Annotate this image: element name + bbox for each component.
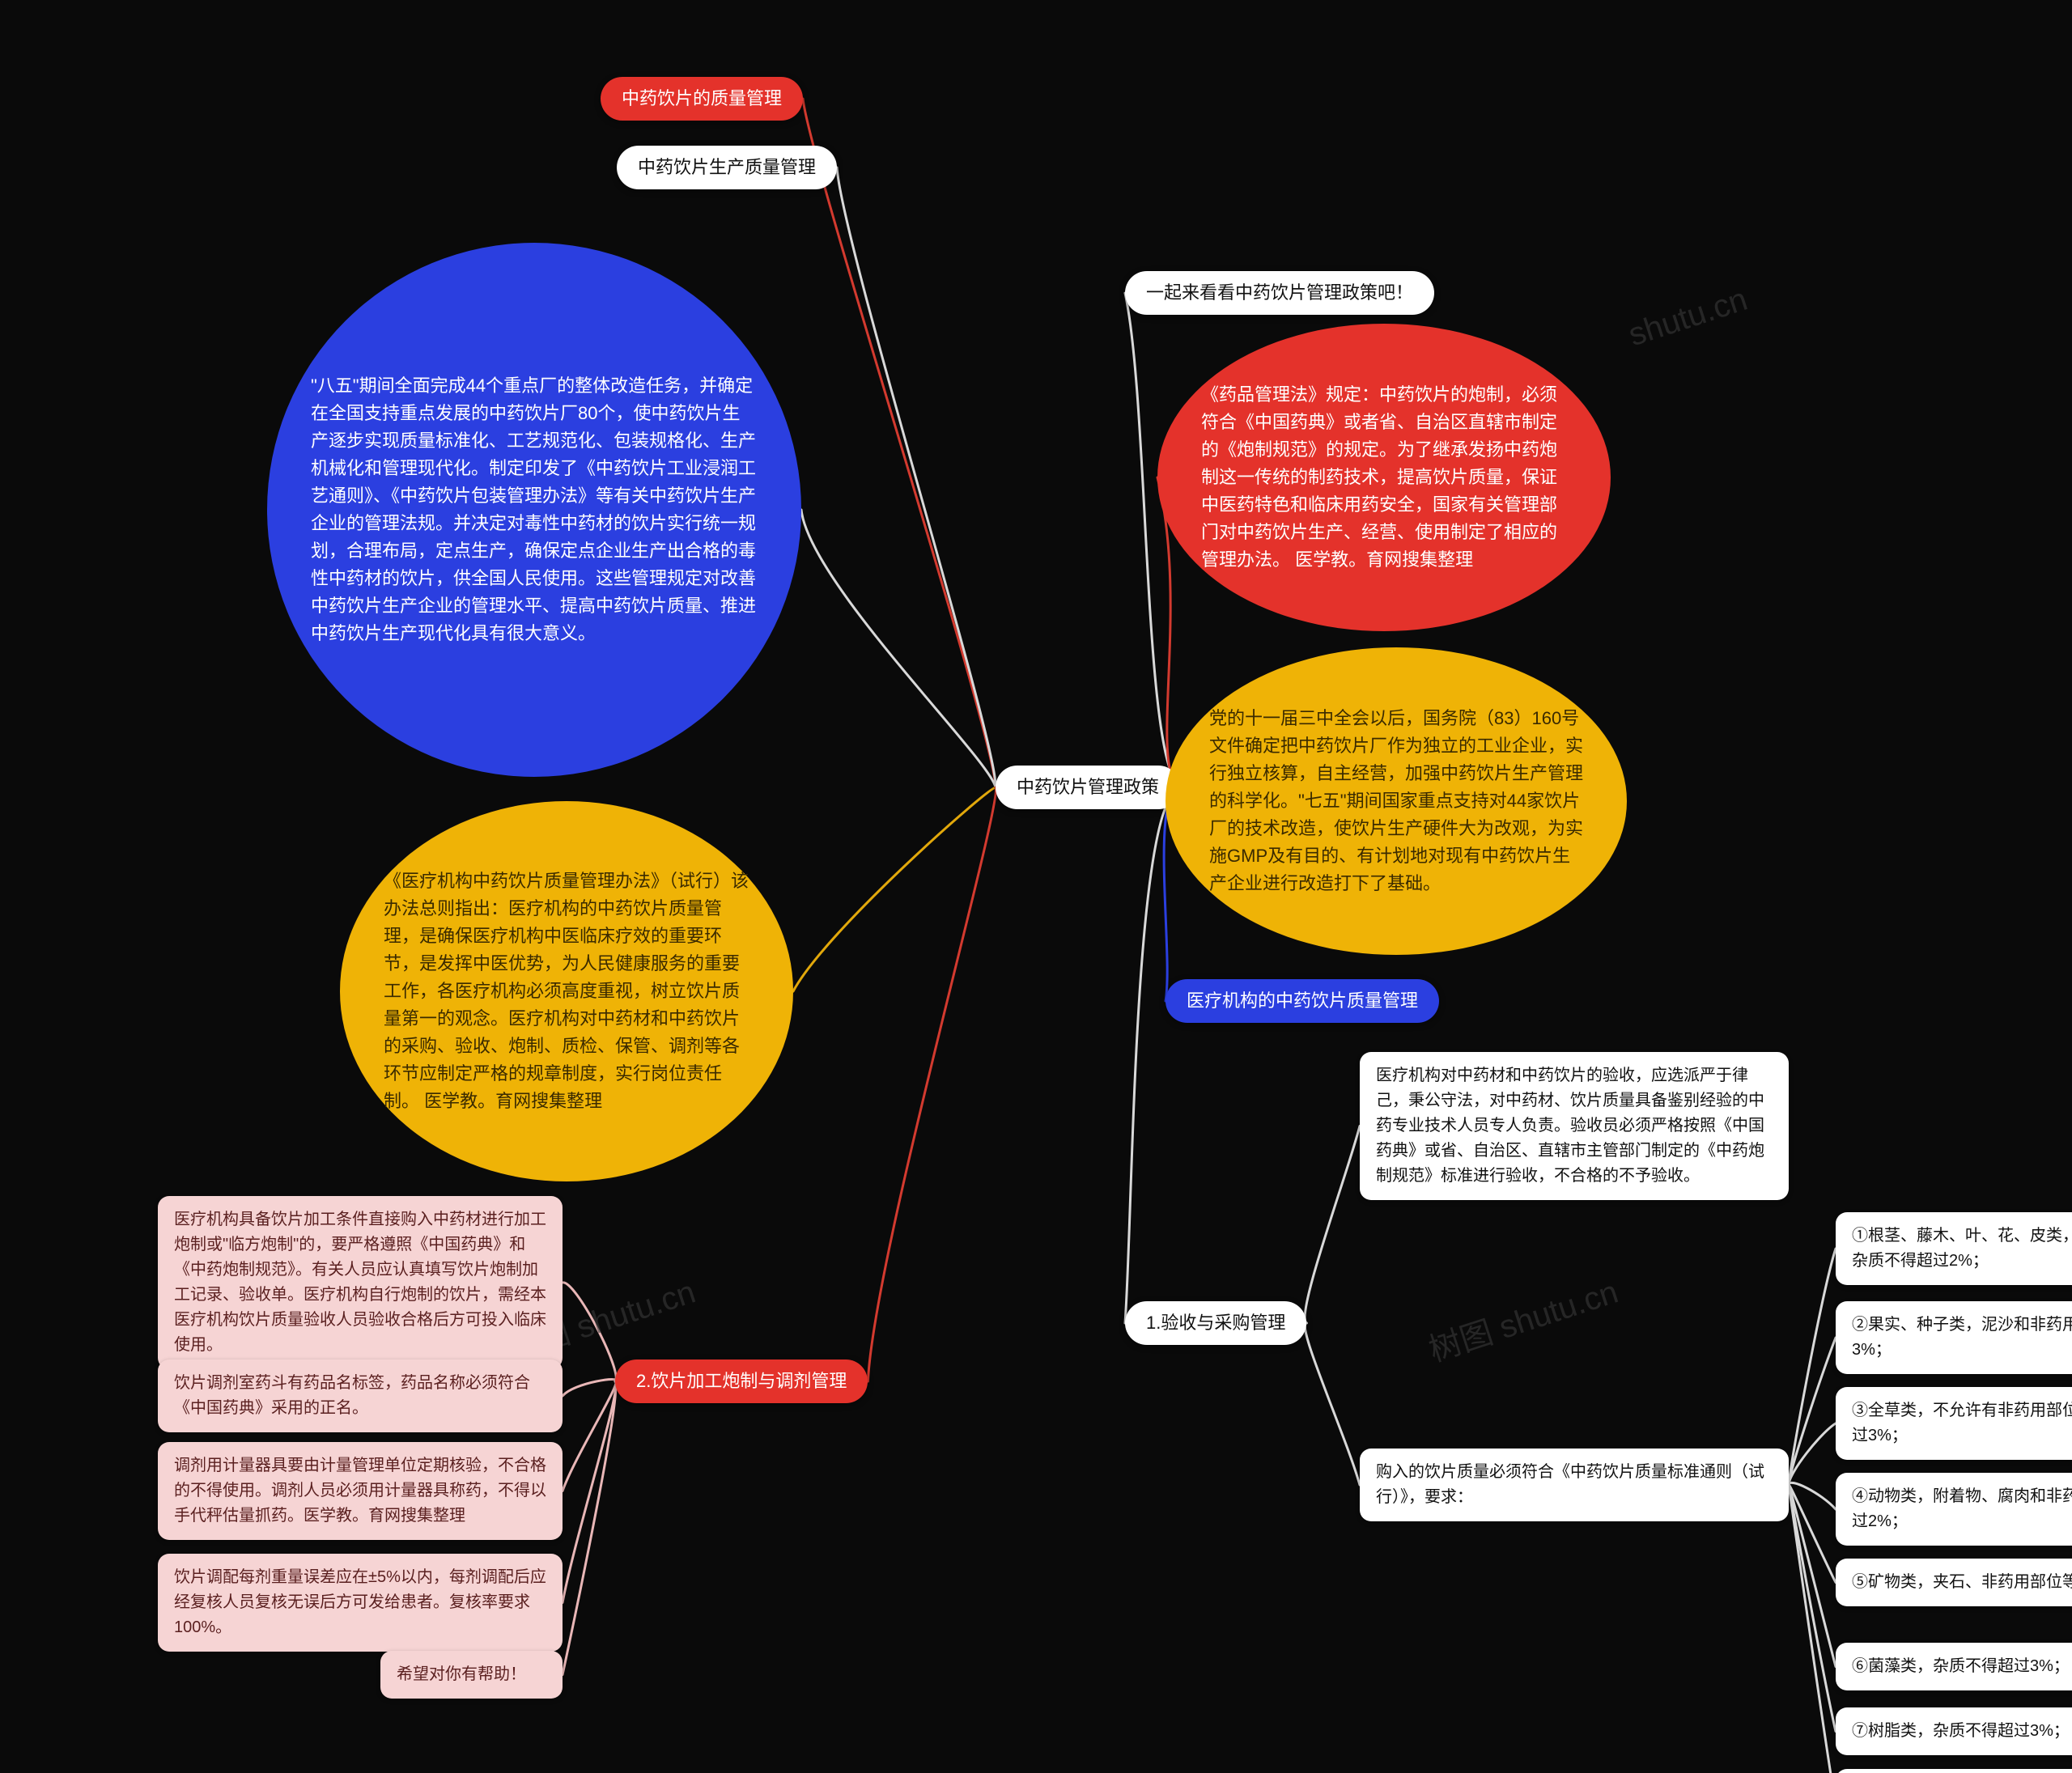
edge [563,1379,616,1396]
node-text: ③全草类，不允许有非药用部位，泥沙等杂质不得超过3%； [1852,1402,2072,1444]
node-text: ⑤矿物类，夹石、非药用部位等杂质不得超过2%； [1852,1573,2072,1591]
edge [1305,1323,1360,1485]
edge [1789,1423,1836,1485]
edge [801,510,996,787]
node-n_s1_top[interactable]: 医疗机构对中药材和中药饮片的验收，应选派严于律己，秉公守法，对中药材、饮片质量具… [1360,1052,1789,1200]
node-text: 医疗机构对中药材和中药饮片的验收，应选派严于律己，秉公守法，对中药材、饮片质量具… [1376,1067,1764,1185]
watermark: 树图 shutu.cn [1422,1266,1623,1371]
edge [837,168,996,787]
node-n_r7[interactable]: ⑦树脂类，杂质不得超过3%； [1836,1707,2072,1755]
node-n_intro[interactable]: 一起来看看中药饮片管理政策吧！ [1125,271,1434,315]
node-n_r3[interactable]: ③全草类，不允许有非药用部位，泥沙等杂质不得超过3%； [1836,1387,2072,1460]
edge [1789,1485,1836,1583]
node-n_s1_buy[interactable]: 购入的饮片质量必须符合《中药饮片质量标准通则（试行）》，要求： [1360,1449,1789,1521]
edge [1125,293,1180,787]
node-n_r5[interactable]: ⑤矿物类，夹石、非药用部位等杂质不得超过2%； [1836,1559,2072,1606]
node-n_red_top[interactable]: 中药饮片的质量管理 [601,77,803,121]
node-n_s2_d[interactable]: 饮片调配每剂重量误差应在±5%以内，每剂调配后应经复核人员复核无误后方可发给患者… [158,1554,563,1652]
edge [1789,1249,1836,1485]
node-text: ④动物类，附着物、腐肉和非药用部位等杂质不得超过2%； [1852,1487,2072,1530]
edge [1789,1485,1836,1773]
edge [563,1283,616,1381]
node-text: 购入的饮片质量必须符合《中药饮片质量标准通则（试行）》，要求： [1376,1463,1764,1506]
node-n_white_top[interactable]: 中药饮片生产质量管理 [617,146,837,189]
node-n_s2_c[interactable]: 调剂用计量器具要由计量管理单位定期核验，不合格的不得使用。调剂人员必须用计量器具… [158,1442,563,1540]
node-text: 中药饮片生产质量管理 [638,157,816,177]
edge [1789,1485,1836,1667]
node-n_yellow_big[interactable]: 党的十一届三中全会以后，国务院（83）160号文件确定把中药饮片厂作为独立的工业… [1166,647,1627,955]
node-n_s2_e[interactable]: 希望对你有帮助！ [380,1651,563,1699]
node-n_red_big[interactable]: 《药品管理法》规定：中药饮片的炮制，必须符合《中国药典》或者省、自治区直辖市制定… [1157,324,1611,631]
node-text: 调剂用计量器具要由计量管理单位定期核验，不合格的不得使用。调剂人员必须用计量器具… [174,1457,546,1525]
node-text: 医疗机构具备饮片加工条件直接购入中药材进行加工炮制或"临方炮制"的，要严格遵照《… [174,1211,546,1354]
edge [1305,1126,1360,1324]
edge [803,99,996,787]
center-label: 中药饮片管理政策 [1017,777,1159,797]
edge [793,787,996,991]
edge [1789,1482,1836,1509]
node-n_yellow_left[interactable]: 《医疗机构中药饮片质量管理办法》（试行）该办法总则指出：医疗机构的中药饮片质量管… [340,801,793,1181]
node-text: 一起来看看中药饮片管理政策吧！ [1146,282,1413,303]
node-text: 中药饮片的质量管理 [622,88,782,108]
center-topic[interactable]: 中药饮片管理政策 [996,766,1180,809]
node-text: ⑦树脂类，杂质不得超过3%； [1852,1722,2070,1740]
node-text: "八五"期间全面完成44个重点厂的整体改造任务，并确定在全国支持重点发展的中药饮… [311,372,758,648]
node-n_s2_a[interactable]: 医疗机构具备饮片加工条件直接购入中药材进行加工炮制或"临方炮制"的，要严格遵照《… [158,1196,563,1369]
edge [563,1381,616,1491]
node-text: ①根茎、藤木、叶、花、皮类，泥沙和非药用部位等杂质不得超过2%； [1852,1227,2072,1270]
node-n_sec2[interactable]: 2.饮片加工炮制与调剂管理 [615,1359,868,1403]
node-n_r4[interactable]: ④动物类，附着物、腐肉和非药用部位等杂质不得超过2%； [1836,1473,2072,1546]
edge [563,1381,616,1674]
edge [563,1381,616,1602]
node-text: 党的十一届三中全会以后，国务院（83）160号文件确定把中药饮片厂作为独立的工业… [1209,705,1583,898]
node-n_s2_b[interactable]: 饮片调剂室药斗有药品名标签，药品名称必须符合《中国药典》采用的正名。 [158,1359,563,1432]
node-n_r6[interactable]: ⑥菌藻类，杂质不得超过3%； [1836,1643,2072,1690]
node-text: 希望对你有帮助！ [397,1665,526,1683]
node-n_r1[interactable]: ①根茎、藤木、叶、花、皮类，泥沙和非药用部位等杂质不得超过2%； [1836,1212,2072,1285]
node-text: 医疗机构的中药饮片质量管理 [1187,990,1418,1011]
edge [1125,787,1180,1323]
node-text: 《药品管理法》规定：中药饮片的炮制，必须符合《中国药典》或者省、自治区直辖市制定… [1201,381,1567,575]
node-text: ⑥菌藻类，杂质不得超过3%； [1852,1657,2070,1675]
node-n_blue_pill[interactable]: 医疗机构的中药饮片质量管理 [1166,979,1439,1023]
node-n_sec1[interactable]: 1.验收与采购管理 [1125,1301,1306,1345]
node-text: 1.验收与采购管理 [1146,1313,1285,1333]
edge [1789,1338,1836,1485]
node-text: 饮片调剂室药斗有药品名标签，药品名称必须符合《中国药典》采用的正名。 [174,1374,530,1417]
node-text: 2.饮片加工炮制与调剂管理 [636,1371,847,1391]
edge [868,787,996,1381]
edge [1789,1485,1836,1732]
node-text: 饮片调配每剂重量误差应在±5%以内，每剂调配后应经复核人员复核无误后方可发给患者… [174,1568,546,1636]
node-n_blue_big[interactable]: "八五"期间全面完成44个重点厂的整体改造任务，并确定在全国支持重点发展的中药饮… [267,243,801,777]
node-text: ②果实、种子类，泥沙和非药用部位等杂质不得超过3%； [1852,1316,2072,1359]
node-text: 《医疗机构中药饮片质量管理办法》（试行）该办法总则指出：医疗机构的中药饮片质量管… [384,867,749,1116]
node-n_r8[interactable]: ⑧需去毛、刺的药材，其未去净茸毛和硬刺的药材不得超过10%。 [1836,1769,2072,1773]
node-n_r2[interactable]: ②果实、种子类，泥沙和非药用部位等杂质不得超过3%； [1836,1301,2072,1374]
watermark: shutu.cn [1624,282,1752,354]
